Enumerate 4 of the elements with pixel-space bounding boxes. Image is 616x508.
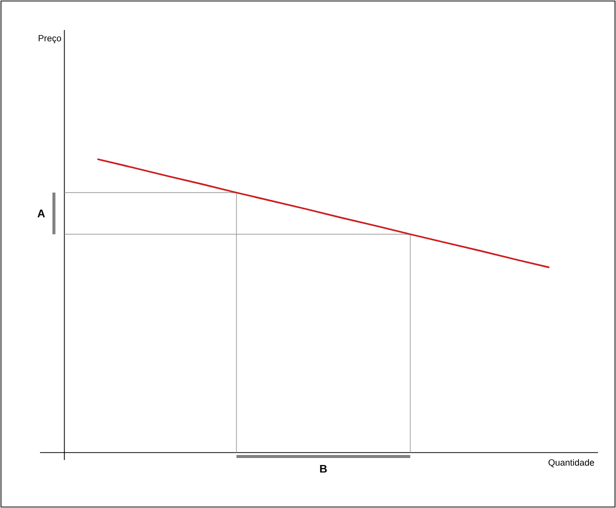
text: A: [38, 210, 45, 218]
x-axis-title: Quantidade: [548, 459, 594, 468]
text: Preço: [38, 35, 62, 44]
text: B: [320, 464, 327, 473]
